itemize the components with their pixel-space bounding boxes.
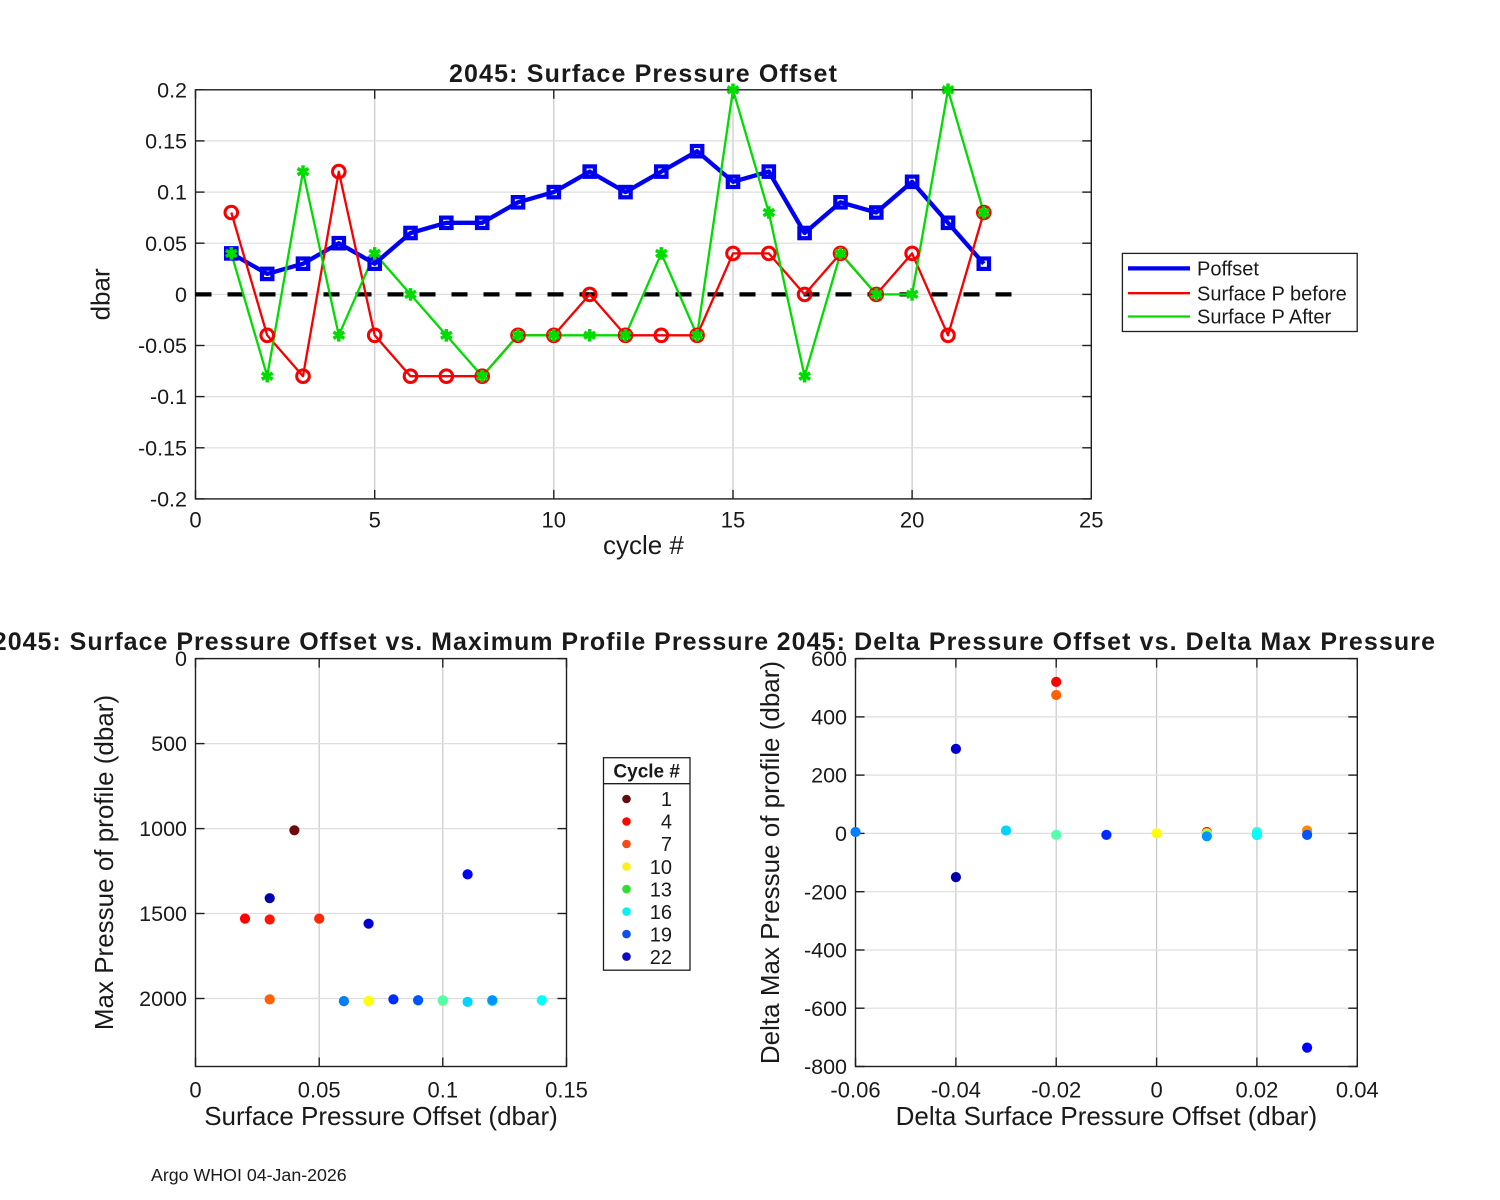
svg-text:cycle #: cycle # xyxy=(603,530,684,560)
svg-text:Surface Pressure Offset (dbar): Surface Pressure Offset (dbar) xyxy=(204,1101,558,1131)
svg-text:1: 1 xyxy=(661,789,672,811)
svg-text:19: 19 xyxy=(650,924,672,946)
svg-text:1000: 1000 xyxy=(139,817,187,841)
svg-text:-200: -200 xyxy=(804,880,847,904)
svg-text:600: 600 xyxy=(811,647,847,671)
svg-text:0: 0 xyxy=(189,1078,201,1103)
svg-text:500: 500 xyxy=(151,732,187,756)
svg-text:400: 400 xyxy=(811,706,847,730)
svg-text:0: 0 xyxy=(1150,1078,1162,1103)
svg-text:2045: Surface Pressure Offset: 2045: Surface Pressure Offset vs. Maximu… xyxy=(0,628,769,656)
svg-text:0.15: 0.15 xyxy=(545,1078,588,1103)
svg-text:-0.04: -0.04 xyxy=(931,1078,981,1103)
svg-text:0.05: 0.05 xyxy=(145,232,187,256)
svg-text:1500: 1500 xyxy=(139,902,187,926)
svg-text:0: 0 xyxy=(835,822,847,846)
svg-text:-600: -600 xyxy=(804,997,847,1021)
svg-text:22: 22 xyxy=(650,947,672,969)
svg-text:0.15: 0.15 xyxy=(145,130,187,154)
svg-text:0: 0 xyxy=(189,508,201,533)
svg-text:2045: Surface Pressure Offset: 2045: Surface Pressure Offset xyxy=(449,60,838,88)
svg-text:Surface P After: Surface P After xyxy=(1197,307,1331,329)
svg-text:Delta Surface Pressure Offset: Delta Surface Pressure Offset (dbar) xyxy=(896,1101,1317,1131)
svg-text:-800: -800 xyxy=(804,1055,847,1079)
svg-text:-0.05: -0.05 xyxy=(138,334,187,358)
svg-text:25: 25 xyxy=(1079,508,1103,533)
svg-text:Delta Max Pressue of profile (: Delta Max Pressue of profile (dbar) xyxy=(755,661,785,1064)
svg-text:13: 13 xyxy=(650,879,672,901)
svg-text:0.02: 0.02 xyxy=(1235,1078,1278,1103)
svg-text:0: 0 xyxy=(175,283,187,307)
svg-text:5: 5 xyxy=(369,508,381,533)
svg-text:-400: -400 xyxy=(804,939,847,963)
svg-text:Cycle #: Cycle # xyxy=(613,762,680,783)
svg-text:0: 0 xyxy=(175,647,187,671)
svg-text:-0.1: -0.1 xyxy=(150,385,187,409)
svg-text:Poffset: Poffset xyxy=(1197,258,1259,280)
svg-text:10: 10 xyxy=(542,508,566,533)
svg-text:-0.2: -0.2 xyxy=(150,488,187,512)
svg-text:4: 4 xyxy=(661,812,672,834)
svg-text:-0.02: -0.02 xyxy=(1031,1078,1081,1103)
svg-text:-0.06: -0.06 xyxy=(830,1078,880,1103)
svg-text:Argo WHOI 04-Jan-2026: Argo WHOI 04-Jan-2026 xyxy=(151,1165,347,1185)
svg-text:dbar: dbar xyxy=(86,268,116,320)
svg-text:0.1: 0.1 xyxy=(428,1078,459,1103)
svg-text:16: 16 xyxy=(650,902,672,924)
svg-text:20: 20 xyxy=(900,508,924,533)
svg-text:-0.15: -0.15 xyxy=(138,436,187,460)
svg-text:2000: 2000 xyxy=(139,987,187,1011)
svg-text:200: 200 xyxy=(811,764,847,788)
svg-text:0.05: 0.05 xyxy=(298,1078,341,1103)
svg-text:10: 10 xyxy=(650,857,672,879)
svg-text:0.1: 0.1 xyxy=(157,181,187,205)
svg-text:2045: Delta Pressure Offset vs: 2045: Delta Pressure Offset vs. Delta Ma… xyxy=(777,628,1436,656)
svg-text:Surface P before: Surface P before xyxy=(1197,283,1347,305)
svg-text:7: 7 xyxy=(661,834,672,856)
svg-text:0.04: 0.04 xyxy=(1336,1078,1379,1103)
svg-text:0.2: 0.2 xyxy=(157,78,187,102)
svg-text:Max Pressue of profile (dbar): Max Pressue of profile (dbar) xyxy=(89,695,119,1030)
svg-text:15: 15 xyxy=(721,508,745,533)
